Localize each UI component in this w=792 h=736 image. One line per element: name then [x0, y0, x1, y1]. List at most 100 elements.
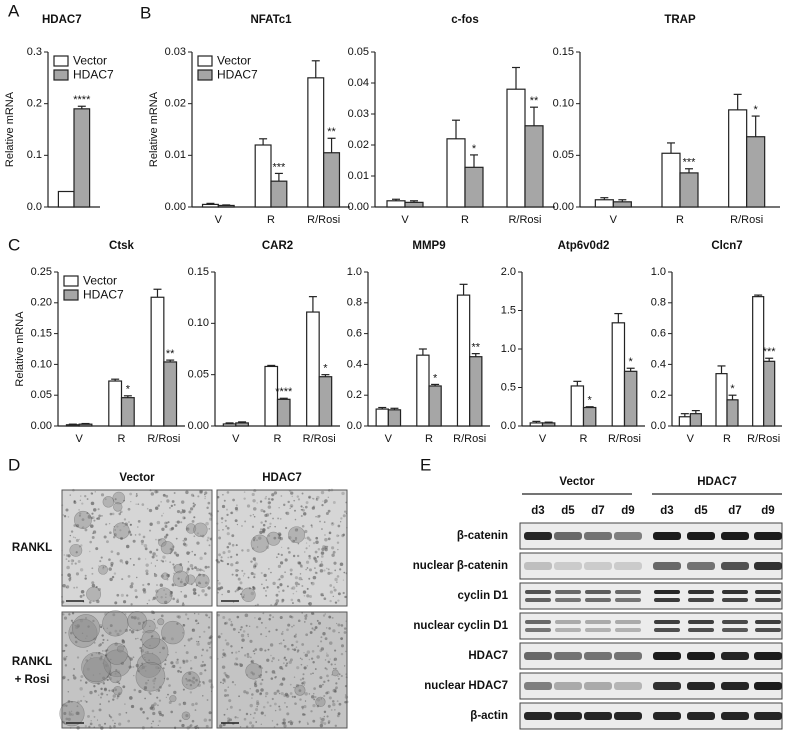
texture [158, 699, 162, 702]
texture [235, 573, 239, 577]
texture [337, 675, 339, 677]
texture [161, 527, 165, 531]
chart-title: Clcn7 [711, 240, 742, 252]
texture [79, 595, 83, 598]
texture [195, 584, 198, 587]
texture [293, 499, 296, 502]
texture [155, 538, 157, 541]
texture [304, 653, 308, 657]
texture [102, 567, 105, 570]
texture [239, 663, 243, 668]
texture [202, 574, 206, 577]
texture [291, 625, 293, 628]
texture [190, 679, 194, 683]
texture [267, 648, 270, 651]
texture [312, 660, 315, 664]
texture [217, 587, 221, 591]
texture [199, 489, 203, 494]
texture [261, 583, 263, 586]
texture [264, 520, 267, 523]
band [584, 682, 612, 690]
blot-strip [519, 612, 783, 640]
texture [276, 585, 280, 589]
texture [80, 699, 83, 703]
texture [63, 657, 67, 661]
texture [145, 558, 147, 560]
texture [285, 658, 288, 661]
texture [218, 553, 221, 557]
texture [170, 550, 173, 553]
bar [570, 385, 585, 427]
y-axis-label: Relative mRNA [148, 91, 160, 167]
texture [104, 663, 108, 667]
texture [231, 573, 234, 576]
texture [222, 528, 224, 531]
x-tick-label: R [118, 433, 126, 445]
texture [293, 695, 297, 699]
texture [276, 556, 278, 559]
texture [120, 593, 124, 597]
x-tick-label: R [676, 214, 684, 226]
texture [72, 674, 75, 677]
texture [77, 560, 81, 564]
texture [312, 612, 315, 616]
texture [67, 691, 69, 693]
band [654, 628, 680, 632]
texture [291, 695, 294, 698]
band [653, 562, 681, 570]
legend-swatch [53, 69, 69, 81]
bar [375, 408, 389, 427]
texture [134, 589, 138, 592]
significance-label: * [588, 395, 593, 407]
texture [70, 530, 74, 533]
texture [331, 553, 335, 557]
texture [287, 721, 290, 724]
texture [295, 538, 297, 541]
cell [161, 620, 185, 645]
texture [100, 626, 103, 629]
texture [63, 711, 67, 716]
texture [293, 624, 295, 627]
texture [259, 692, 263, 695]
texture [150, 635, 153, 638]
texture [199, 534, 202, 537]
texture [104, 654, 107, 657]
band [653, 712, 681, 720]
chart-title: Atp6v0d2 [558, 240, 610, 252]
texture [312, 672, 314, 675]
texture [114, 601, 118, 605]
legend-label: HDAC7 [217, 68, 258, 82]
texture [226, 675, 230, 679]
group-label: Vector [559, 476, 595, 488]
texture [164, 663, 167, 666]
texture [260, 688, 264, 692]
texture [197, 726, 200, 729]
texture [271, 498, 274, 501]
texture [127, 719, 131, 723]
band [524, 562, 552, 570]
bar [270, 180, 288, 208]
texture [184, 543, 188, 547]
texture [262, 705, 266, 709]
y-tick-label: 0.10 [553, 98, 574, 110]
texture [245, 624, 248, 627]
texture [243, 594, 246, 596]
texture [230, 645, 233, 648]
texture [79, 546, 81, 548]
texture [270, 571, 272, 574]
texture [337, 548, 339, 551]
texture [135, 503, 137, 505]
band [554, 652, 582, 660]
texture [274, 525, 276, 528]
y-tick-label: 0.05 [31, 389, 52, 401]
texture [325, 511, 329, 515]
texture [67, 678, 70, 681]
texture [179, 580, 183, 584]
texture [154, 677, 157, 680]
texture [100, 493, 105, 497]
significance-label: * [126, 384, 131, 396]
texture [143, 543, 148, 548]
texture [277, 659, 280, 661]
texture [296, 554, 300, 558]
texture [90, 653, 94, 657]
